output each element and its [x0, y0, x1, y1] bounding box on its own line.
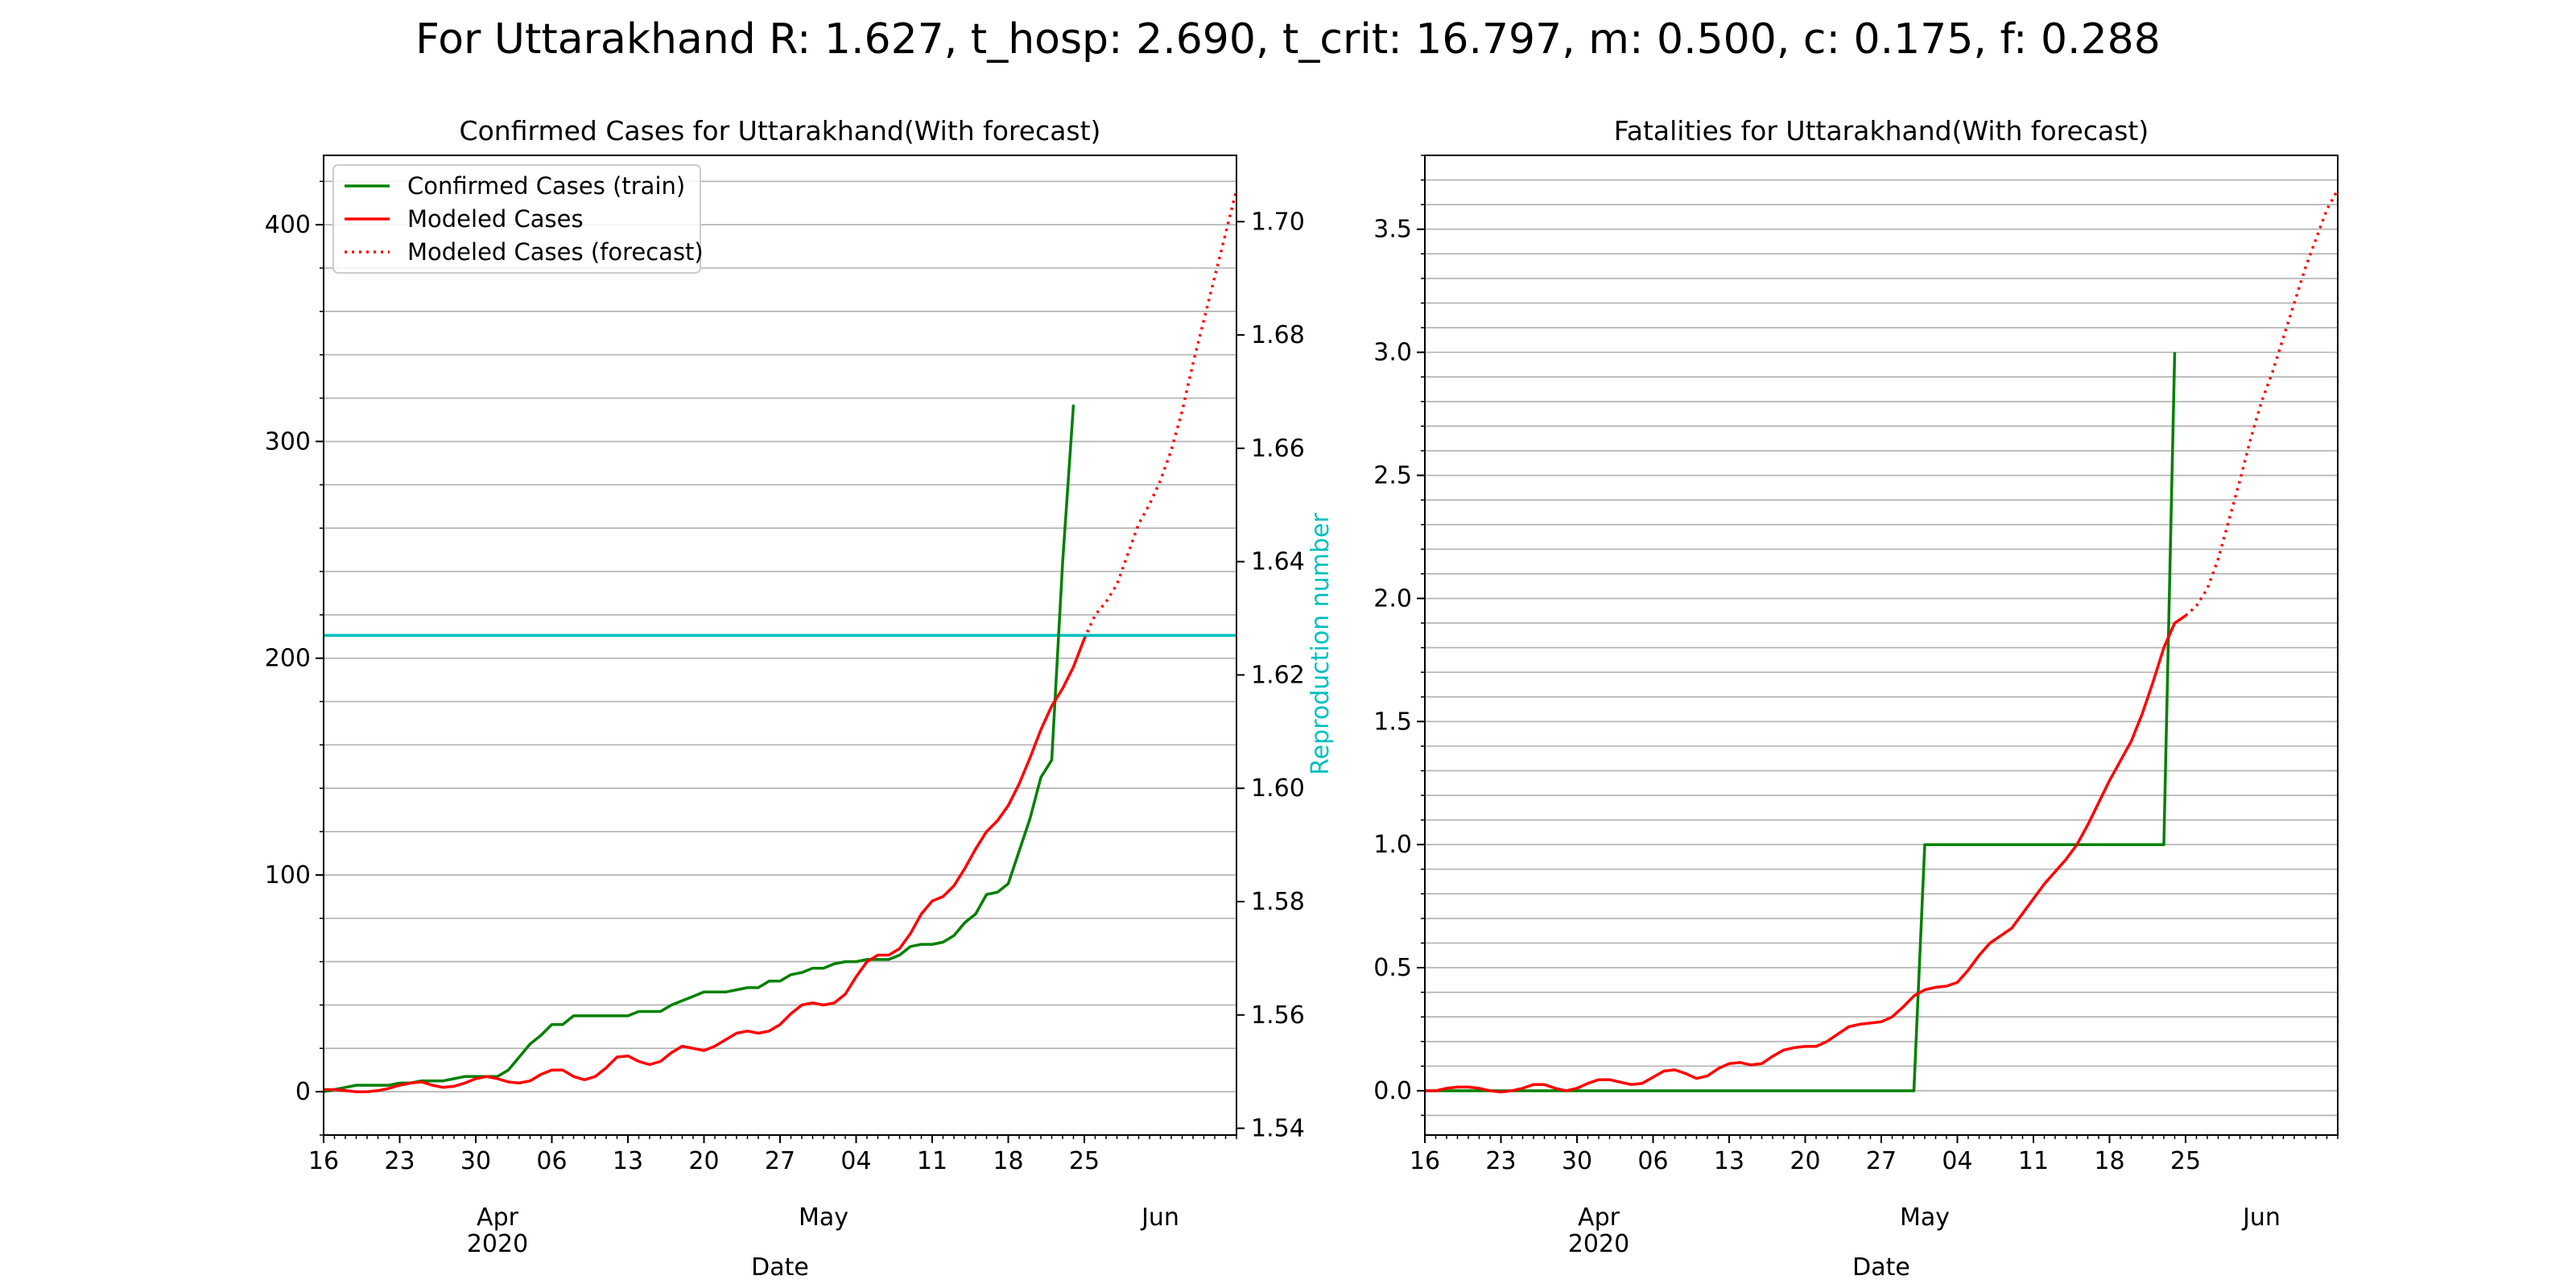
y-tick-label: 1.0: [1373, 831, 1412, 859]
secondary-y-tick-label: 1.70: [1251, 208, 1305, 236]
x-day-tick-label: 20: [688, 1147, 719, 1175]
series-line-modeled-fatalities: [1425, 614, 2186, 1094]
fatalities-x-axis-label: Date: [1852, 1253, 1910, 1282]
fatalities-grid: [1425, 155, 2338, 1117]
x-month-tick-label: Jun: [2241, 1203, 2281, 1232]
x-day-tick-label: 27: [1866, 1147, 1897, 1175]
x-day-tick-label: 25: [2170, 1147, 2201, 1175]
x-month-tick-label: Jun: [1140, 1203, 1179, 1232]
y-tick-label: 0.5: [1373, 954, 1412, 982]
x-day-tick-label: 06: [1637, 1147, 1668, 1175]
x-day-tick-label: 18: [2094, 1147, 2124, 1175]
x-day-tick-label: 13: [1714, 1147, 1744, 1175]
secondary-y-tick-label: 1.58: [1251, 888, 1305, 916]
secondary-y-tick-label: 1.54: [1251, 1115, 1305, 1143]
fatalities-series: [1425, 188, 2339, 1094]
fatalities-panel: 0.0 0.5 1.0 1.5 2.0 2.5 3.0 3.5 16 23 30 06 13 20 27 04…: [1373, 115, 2339, 1282]
series-line-modeled-fatalities-forecast: [2184, 188, 2339, 617]
x-day-tick-label: 13: [613, 1147, 643, 1175]
x-day-tick-label: 06: [536, 1147, 567, 1175]
series-line-confirmed-cases-train: [323, 404, 1075, 1093]
y-tick-label: 3.5: [1373, 216, 1412, 244]
secondary-y-tick-label: 1.56: [1251, 1001, 1305, 1030]
fatalities-chart-title: Fatalities for Uttarakhand(With forecast…: [1614, 115, 2149, 147]
fatalities-plot-frame: [1424, 155, 2339, 1136]
y-tick-label: 400: [265, 211, 311, 239]
x-day-tick-label: 25: [1069, 1147, 1100, 1175]
x-day-tick-label: 27: [765, 1147, 795, 1175]
series-line-fatalities-train: [1425, 352, 2177, 1092]
y-tick-label: 1.5: [1373, 708, 1412, 736]
x-day-tick-label: 16: [1410, 1147, 1440, 1175]
x-month-tick-label: May: [799, 1203, 848, 1232]
series-line-modeled-cases: [324, 638, 1086, 1093]
x-day-tick-label: 30: [1562, 1147, 1592, 1175]
confirmed-chart-title: Confirmed Cases for Uttarakhand(With for…: [460, 115, 1101, 147]
y-tick-label: 200: [265, 645, 311, 673]
x-day-tick-label: 04: [840, 1147, 871, 1175]
legend-forecast-label: Modeled Cases (forecast): [407, 238, 704, 266]
y-tick-label: 0: [295, 1078, 311, 1106]
x-month-tick-label: May: [1900, 1203, 1950, 1232]
secondary-y-tick-label: 1.60: [1251, 774, 1305, 803]
confirmed-grid: [324, 180, 1236, 1136]
x-year-label: 2020: [1568, 1230, 1629, 1258]
x-day-tick-label: 23: [384, 1147, 415, 1175]
x-day-tick-label: 11: [2018, 1147, 2049, 1175]
confirmed-plot-frame: [323, 155, 1237, 1136]
secondary-y-tick-label: 1.66: [1251, 435, 1305, 463]
confirmed-x-axis-label: Date: [751, 1253, 809, 1282]
x-day-tick-label: 30: [460, 1147, 491, 1175]
secondary-y-tick-label: 1.62: [1251, 661, 1305, 689]
y-tick-label: 300: [265, 427, 311, 456]
x-year-label: 2020: [467, 1230, 528, 1258]
y-tick-label: 2.5: [1373, 462, 1412, 490]
x-day-tick-label: 11: [917, 1147, 947, 1175]
x-month-tick-label: Apr: [1578, 1203, 1620, 1232]
legend-modeled-label: Modeled Cases: [407, 205, 584, 233]
confirmed-series: [323, 189, 1238, 1093]
y-tick-label: 2.0: [1373, 584, 1412, 613]
legend-train-label: Confirmed Cases (train): [407, 172, 685, 200]
fatalities-ticks: 0.0 0.5 1.0 1.5 2.0 2.5 3.0 3.5 16 23 30 06 13 20 27 04…: [1373, 155, 2339, 1258]
figure-suptitle: For Uttarakhand R: 1.627, t_hosp: 2.690,…: [415, 15, 2161, 64]
y-tick-label: 100: [265, 861, 311, 890]
legend-box: [332, 164, 701, 274]
reproduction-number-axis-label: Reproduction number: [1307, 513, 1335, 775]
confirmed-legend: Confirmed Cases (train) Modeled Cases Mo…: [332, 164, 704, 274]
x-day-tick-label: 16: [308, 1147, 339, 1175]
confirmed-ticks: 0 100 200 300 400 16 23 30 06 13 20 27 04 11 18 25 Apr Ma…: [265, 180, 1305, 1258]
x-day-tick-label: 20: [1790, 1147, 1820, 1175]
x-day-tick-label: 04: [1942, 1147, 1972, 1175]
confirmed-cases-panel: 0 100 200 300 400 16 23 30 06 13 20 27 04 11 18 25 Apr Ma…: [265, 115, 1335, 1282]
x-day-tick-label: 23: [1485, 1147, 1516, 1175]
y-tick-label: 0.0: [1373, 1077, 1412, 1105]
x-month-tick-label: Apr: [477, 1203, 519, 1232]
secondary-y-tick-label: 1.64: [1251, 548, 1305, 576]
y-tick-label: 3.0: [1373, 339, 1412, 367]
secondary-y-tick-label: 1.68: [1251, 321, 1305, 349]
x-day-tick-label: 18: [993, 1147, 1023, 1175]
